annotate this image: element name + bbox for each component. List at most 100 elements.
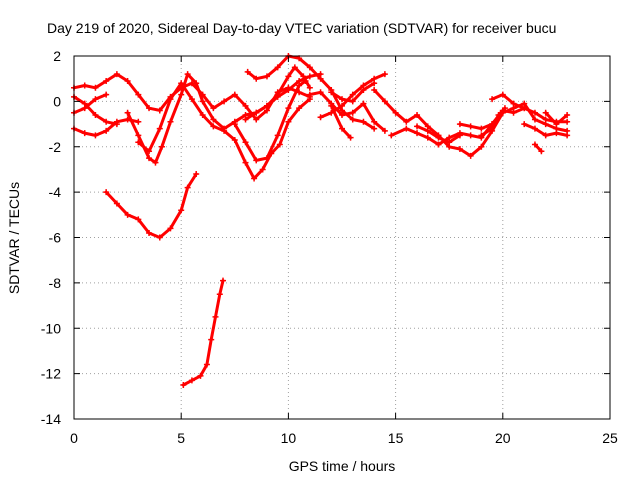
- data-point: [360, 100, 367, 107]
- data-point: [478, 125, 485, 132]
- data-point: [414, 123, 421, 130]
- data-point: [251, 175, 258, 182]
- data-point: [242, 159, 249, 166]
- data-point: [339, 96, 345, 103]
- data-point: [403, 125, 410, 132]
- data-point: [349, 98, 356, 105]
- data-point: [339, 102, 345, 109]
- data-point: [113, 121, 120, 128]
- data-point: [146, 155, 153, 162]
- data-point: [221, 98, 228, 105]
- data-series-arc-13: [317, 71, 388, 121]
- data-point: [306, 64, 313, 71]
- data-point: [203, 361, 210, 368]
- data-series-arc-4: [71, 91, 110, 116]
- data-point: [253, 116, 260, 123]
- data-point: [220, 277, 227, 284]
- data-point: [188, 377, 195, 384]
- data-point: [242, 102, 249, 109]
- data-series-arc-7: [135, 80, 313, 182]
- data-point: [178, 80, 185, 87]
- data-point: [467, 152, 474, 159]
- x-tick-label: 0: [70, 430, 78, 446]
- data-point: [208, 336, 215, 343]
- data-point: [158, 143, 165, 150]
- data-point: [103, 189, 110, 196]
- data-point: [349, 91, 356, 98]
- x-tick-label: 5: [177, 430, 185, 446]
- data-point: [242, 116, 249, 123]
- data-point: [553, 121, 560, 128]
- data-series-arc-22: [478, 105, 508, 139]
- data-point: [167, 118, 174, 125]
- data-point: [199, 111, 206, 118]
- data-point: [435, 134, 442, 141]
- data-point: [178, 207, 185, 214]
- data-point: [371, 87, 378, 94]
- data-point: [564, 132, 571, 139]
- data-point: [156, 234, 163, 241]
- x-tick-label: 20: [495, 430, 511, 446]
- data-point: [360, 118, 367, 125]
- data-point: [531, 116, 538, 123]
- data-point: [212, 313, 219, 320]
- data-point: [538, 148, 545, 155]
- data-point: [103, 118, 110, 125]
- data-point: [210, 123, 217, 130]
- data-point: [542, 109, 549, 116]
- data-point: [317, 114, 324, 121]
- x-tick-label: 25: [602, 430, 618, 446]
- data-point: [259, 166, 266, 173]
- data-point: [178, 91, 185, 98]
- data-point: [210, 116, 217, 123]
- data-point: [81, 105, 88, 112]
- data-point: [388, 132, 395, 139]
- data-point: [146, 148, 153, 155]
- data-point: [531, 125, 538, 132]
- data-point: [349, 116, 356, 123]
- data-point: [124, 77, 131, 84]
- data-point: [92, 111, 99, 118]
- data-point: [381, 98, 388, 105]
- data-series-arc-23: [531, 141, 545, 155]
- data-point: [81, 130, 88, 137]
- data-point: [371, 118, 378, 125]
- data-point: [92, 84, 99, 91]
- data-point: [339, 111, 345, 118]
- x-tick-label: 15: [388, 430, 404, 446]
- series-line: [104, 172, 198, 239]
- y-tick-label: -4: [49, 184, 62, 200]
- data-point: [253, 109, 260, 116]
- data-point: [360, 87, 367, 94]
- data-point: [253, 157, 260, 164]
- data-point: [542, 116, 549, 123]
- data-point: [424, 127, 431, 134]
- data-point: [296, 105, 303, 112]
- data-point: [263, 155, 270, 162]
- data-point: [328, 89, 335, 96]
- data-series-arc-15: [328, 80, 378, 105]
- data-point: [328, 102, 335, 109]
- data-point: [306, 91, 313, 98]
- series-line: [533, 143, 543, 153]
- data-point: [435, 141, 442, 148]
- data-point: [276, 141, 283, 148]
- data-point: [103, 127, 110, 134]
- axes: 0 5 10 15 20 25 -14 -12 -10 -8 -6 -4 -2 0 2: [41, 48, 618, 446]
- data-point: [274, 93, 281, 100]
- data-point: [242, 139, 249, 146]
- data-point: [467, 123, 474, 130]
- data-point: [92, 132, 99, 139]
- chart-title: Day 219 of 2020, Sidereal Day-to-day VTE…: [47, 20, 556, 36]
- data-point: [564, 111, 571, 118]
- data-point: [253, 75, 260, 82]
- data-point: [152, 159, 159, 166]
- data-point: [531, 141, 538, 148]
- data-point: [403, 118, 410, 125]
- data-point: [291, 64, 298, 71]
- data-point: [124, 109, 131, 116]
- data-series-arc-10: [180, 277, 227, 388]
- data-series-arc-8: [231, 77, 309, 164]
- data-point: [542, 132, 549, 139]
